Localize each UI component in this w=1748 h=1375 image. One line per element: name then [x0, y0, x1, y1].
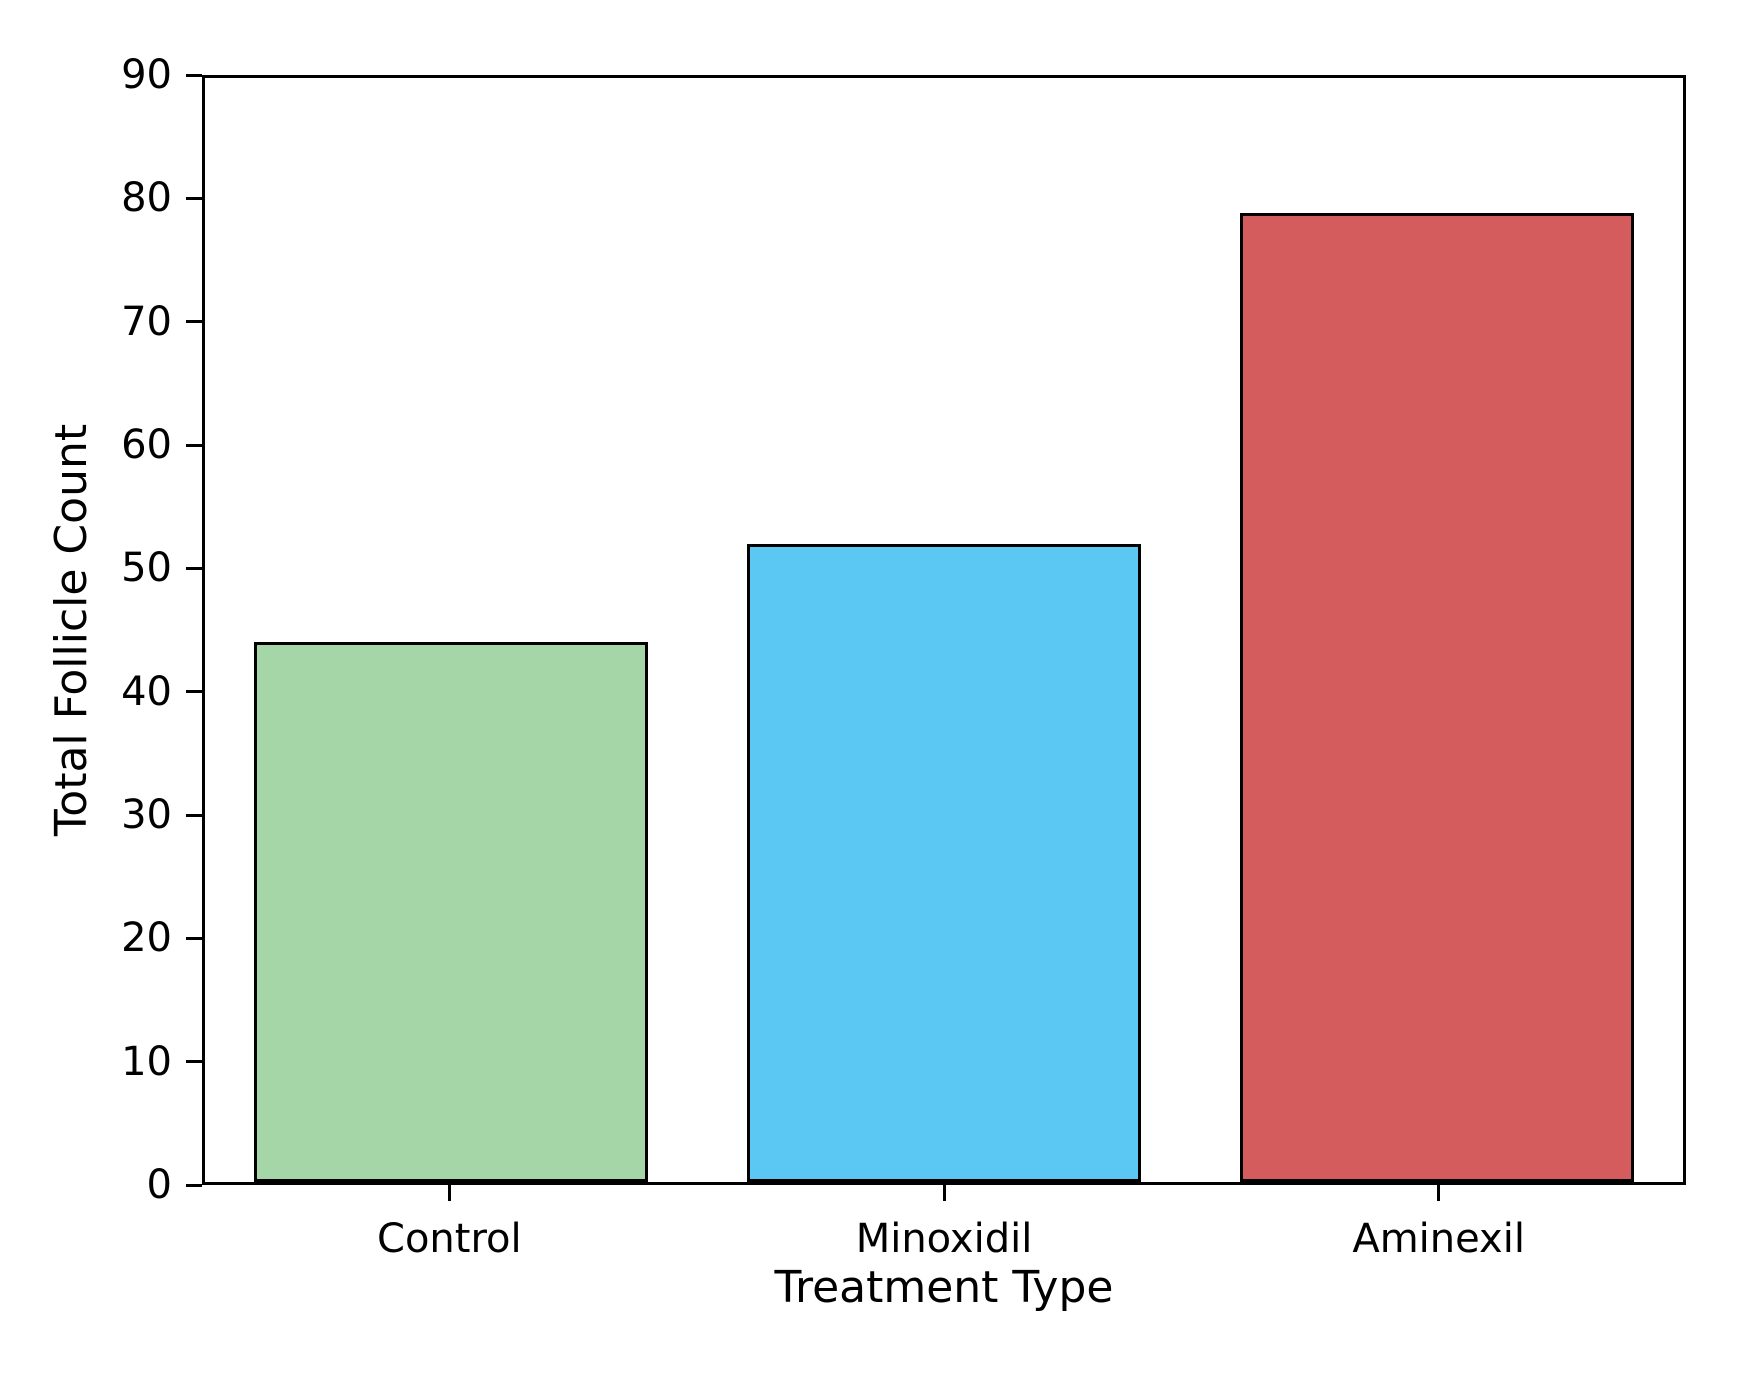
x-tick-label-control: Control [377, 1216, 522, 1262]
y-tick-mark-40 [186, 690, 202, 694]
y-tick-mark-50 [186, 566, 202, 570]
y-tick-label-30: 30 [121, 792, 172, 838]
x-tick-label-aminexil: Aminexil [1352, 1216, 1525, 1262]
y-tick-label-20: 20 [121, 915, 172, 962]
x-tick-mark-minoxidil [942, 1185, 946, 1201]
x-axis-label: Treatment Type [774, 1262, 1114, 1313]
y-tick-mark-60 [186, 443, 202, 447]
bar-control [254, 642, 649, 1182]
y-tick-label-90: 90 [121, 52, 172, 98]
y-tick-label-60: 60 [121, 422, 172, 468]
y-tick-label-50: 50 [121, 545, 172, 592]
y-tick-label-10: 10 [121, 1038, 172, 1085]
y-axis-label-text: Total Follicle Count [46, 423, 97, 837]
y-tick-mark-20 [186, 936, 202, 940]
plot-area [202, 75, 1686, 1185]
y-tick-label-70: 70 [121, 298, 172, 345]
y-tick-mark-10 [186, 1060, 202, 1064]
y-tick-mark-70 [186, 320, 202, 324]
y-tick-mark-80 [186, 196, 202, 200]
y-tick-label-80: 80 [121, 175, 172, 222]
x-tick-mark-aminexil [1437, 1185, 1441, 1201]
y-tick-label-0: 0 [146, 1162, 172, 1208]
y-tick-mark-0 [186, 1183, 202, 1187]
x-tick-label-minoxidil: Minoxidil [855, 1216, 1033, 1262]
y-tick-label-40: 40 [121, 668, 172, 715]
y-tick-mark-90 [186, 73, 202, 77]
bar-aminexil [1239, 212, 1634, 1182]
x-tick-mark-control [447, 1185, 451, 1201]
y-tick-mark-30 [186, 813, 202, 817]
bar-minoxidil [746, 544, 1142, 1182]
